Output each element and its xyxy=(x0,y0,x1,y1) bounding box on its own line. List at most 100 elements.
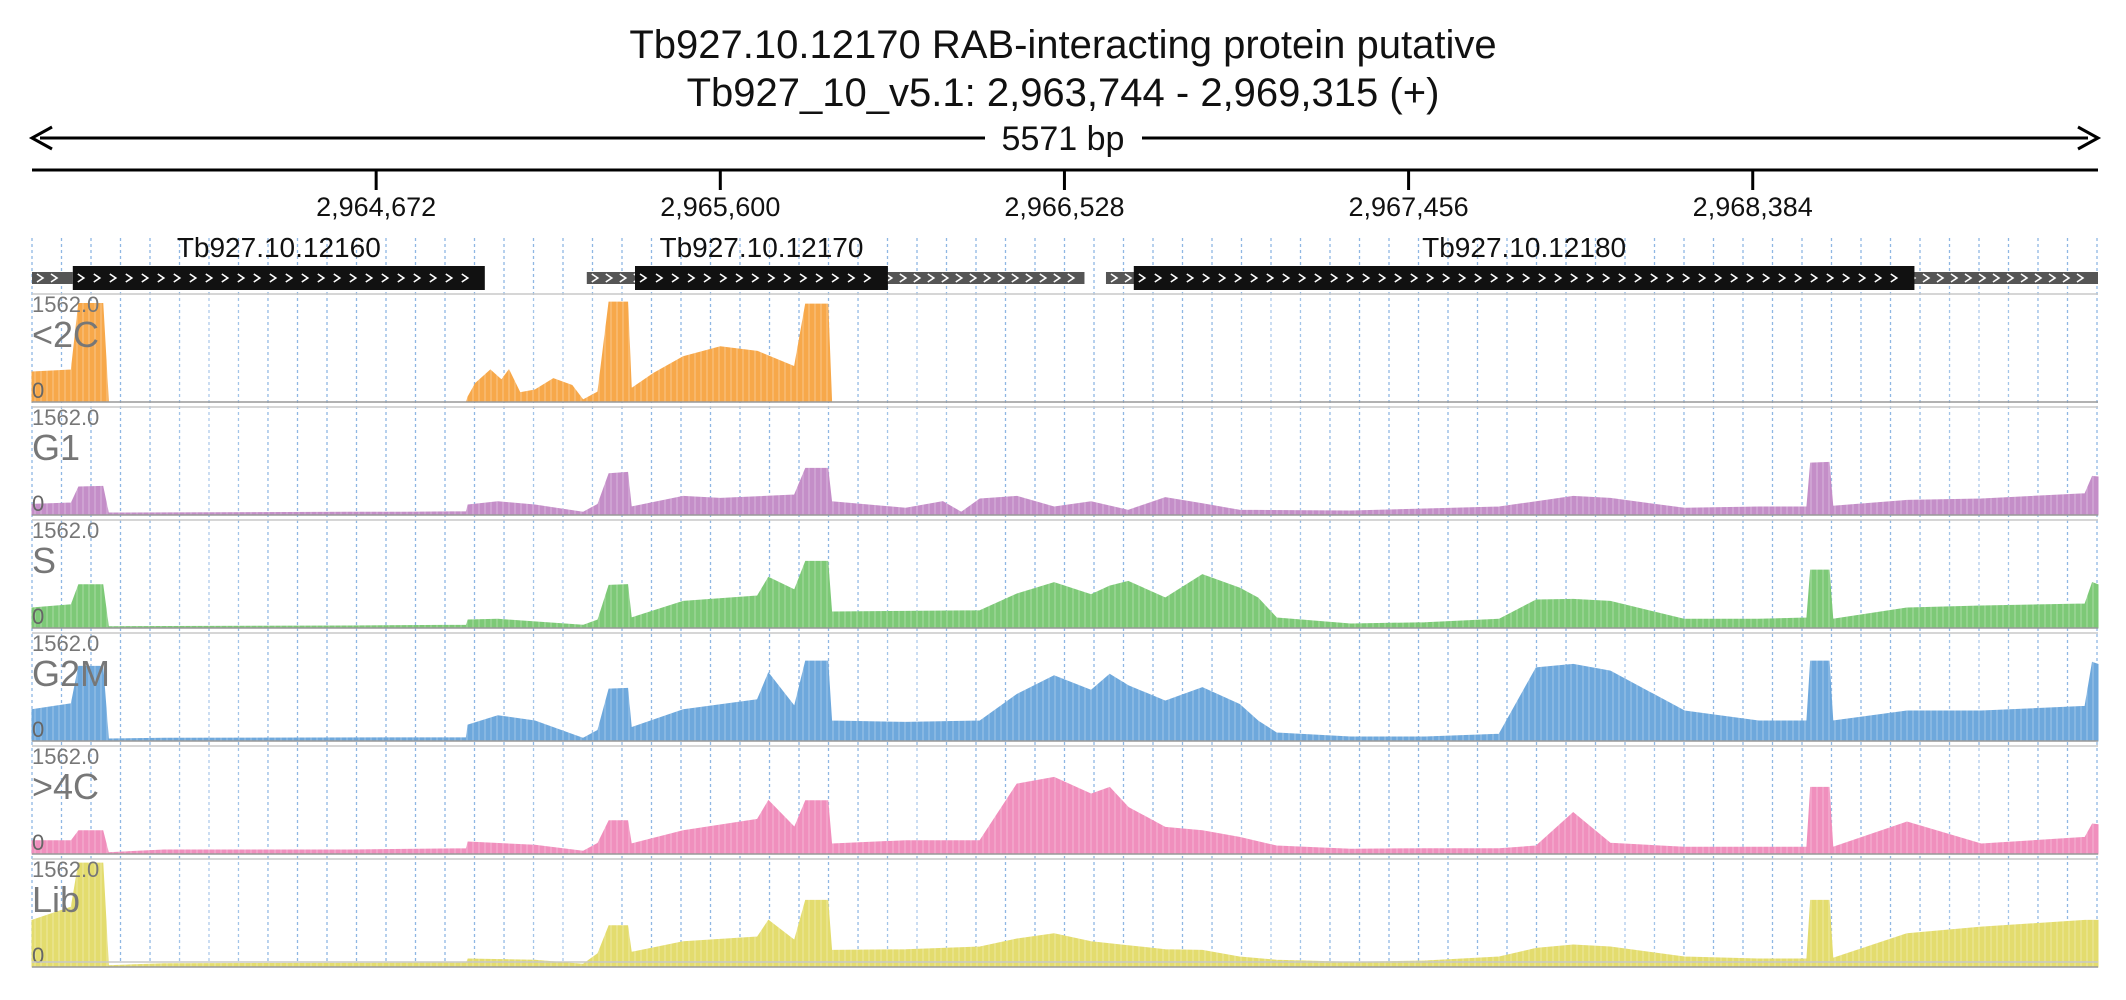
gene-cds-arrow xyxy=(205,273,214,283)
gene-cds-arrow xyxy=(1650,273,1659,283)
gene-cds-arrow xyxy=(189,273,198,283)
gene-cds-arrow xyxy=(767,273,776,283)
gene-cds xyxy=(635,266,888,290)
gene-cds-arrow xyxy=(1506,273,1515,283)
gene-cds-arrow xyxy=(1314,273,1323,283)
gene-cds-arrow xyxy=(1666,273,1675,283)
gene-utr xyxy=(32,272,73,284)
gene-cds-arrow xyxy=(141,273,150,283)
axis-tick-label: 2,964,672 xyxy=(316,192,436,222)
axis-tick-label: 2,968,384 xyxy=(1693,192,1813,222)
gene-cds-arrow xyxy=(639,273,648,283)
gene-label: Tb927.10.12170 xyxy=(659,232,863,263)
track-name-label: <2C xyxy=(32,314,99,355)
gene-cds-arrow xyxy=(93,273,102,283)
gene-cds-arrow xyxy=(1362,273,1371,283)
span-ruler: 5571 bp xyxy=(28,120,2102,158)
gene-utr-arrow xyxy=(2062,273,2071,283)
gene-cds-arrow xyxy=(237,273,246,283)
gene-cds-arrow xyxy=(253,273,262,283)
gene-cds-arrow xyxy=(1490,273,1499,283)
gene-utr-arrow xyxy=(1110,273,1119,283)
gene-cds-arrow xyxy=(1826,273,1835,283)
coordinate-axis: 2,964,672 2,965,600 2,966,528 2,967,456 2,96… xyxy=(32,168,2098,222)
gene-label: Tb927.10.12180 xyxy=(1422,232,1626,263)
track-name-label: Lib xyxy=(32,879,80,920)
gene-cds-arrow xyxy=(1474,273,1483,283)
gene-cds-arrow xyxy=(1426,273,1435,283)
track-name-label: G2M xyxy=(32,653,110,694)
gene-cds-arrow xyxy=(1154,273,1163,283)
gene-utr-arrow xyxy=(927,273,936,283)
gene-cds-arrow xyxy=(1330,273,1339,283)
chart-title: Tb927.10.12170 RAB-interacting protein p… xyxy=(629,23,1496,67)
gene-cds-arrow xyxy=(285,273,294,283)
gene-cds-arrow xyxy=(1746,273,1755,283)
track-min-label: 0 xyxy=(32,830,44,855)
gene-utr-arrow xyxy=(1039,273,1048,283)
axis-tick-label: 2,967,456 xyxy=(1349,192,1469,222)
gene-utr-arrow xyxy=(2020,273,2029,283)
track-max-label: 1562.0 xyxy=(32,405,99,430)
gene-cds-arrow xyxy=(847,273,856,283)
track-max-label: 1562.0 xyxy=(32,857,99,882)
gene-utr-arrow xyxy=(1011,273,1020,283)
gene-cds-arrow xyxy=(1570,273,1579,283)
gene-cds-arrow xyxy=(1810,273,1819,283)
gene-cds-arrow xyxy=(1682,273,1691,283)
gene-cds-arrow xyxy=(301,273,310,283)
gene-cds-arrow xyxy=(461,273,470,283)
span-arrow-right xyxy=(2077,125,2102,151)
gene-cds-arrow xyxy=(703,273,712,283)
axis-tick-label: 2,965,600 xyxy=(660,192,780,222)
track-min-label: 0 xyxy=(32,378,44,403)
axis-tick-label: 2,966,528 xyxy=(1004,192,1124,222)
coverage-area xyxy=(31,560,2099,629)
coverage-area xyxy=(31,776,2099,855)
span-label: 5571 bp xyxy=(1002,120,1125,158)
gene-cds-arrow xyxy=(1522,273,1531,283)
gene-cds-arrow xyxy=(109,273,118,283)
gene-cds-arrow xyxy=(1410,273,1419,283)
gene-cds-arrow xyxy=(1538,273,1547,283)
gene-cds-arrow xyxy=(815,273,824,283)
gene-cds-arrow xyxy=(1698,273,1707,283)
chart-subtitle: Tb927_10_v5.1: 2,963,744 - 2,969,315 (+) xyxy=(687,71,1440,115)
track-min-label: 0 xyxy=(32,491,44,516)
track-max-label: 1562.0 xyxy=(32,744,99,769)
gene-utr-arrow xyxy=(1025,273,1034,283)
gene-cds-arrow xyxy=(173,273,182,283)
gene-utr-arrow xyxy=(619,273,628,283)
gene-utr-arrow xyxy=(1053,273,1062,283)
track-max-label: 1562.0 xyxy=(32,518,99,543)
gene-cds-arrow xyxy=(221,273,230,283)
gene-cds-arrow xyxy=(1138,273,1147,283)
coverage-area xyxy=(31,862,2099,968)
gene-utr-arrow xyxy=(941,273,950,283)
gene-cds-arrow xyxy=(397,273,406,283)
gene-utr-arrow xyxy=(969,273,978,283)
gene-utr-arrow xyxy=(36,273,45,283)
gene-cds-arrow xyxy=(1282,273,1291,283)
gene-track: Tb927.10.12160 Tb927.10.12170 Tb927.10.121… xyxy=(32,232,2098,290)
gene-cds-arrow xyxy=(751,273,760,283)
gene-cds-arrow xyxy=(1346,273,1355,283)
gene-cds-arrow xyxy=(831,273,840,283)
gene-cds-arrow xyxy=(1730,273,1739,283)
gene-label: Tb927.10.12160 xyxy=(177,232,381,263)
coverage-area xyxy=(31,461,2099,516)
span-arrow-left xyxy=(28,125,53,151)
gene-utr-arrow xyxy=(1936,273,1945,283)
track-max-label: 1562.0 xyxy=(32,631,99,656)
gene-cds-arrow xyxy=(671,273,680,283)
gene-cds-arrow xyxy=(1234,273,1243,283)
gene-cds-arrow xyxy=(735,273,744,283)
gene-cds-arrow xyxy=(381,273,390,283)
gene-cds xyxy=(1133,266,1915,290)
gene-utr-arrow xyxy=(2076,273,2085,283)
gene-cds-arrow xyxy=(317,273,326,283)
track-min-label: 0 xyxy=(32,943,44,968)
gene-cds-arrow xyxy=(365,273,374,283)
gene-cds-arrow xyxy=(1874,273,1883,283)
